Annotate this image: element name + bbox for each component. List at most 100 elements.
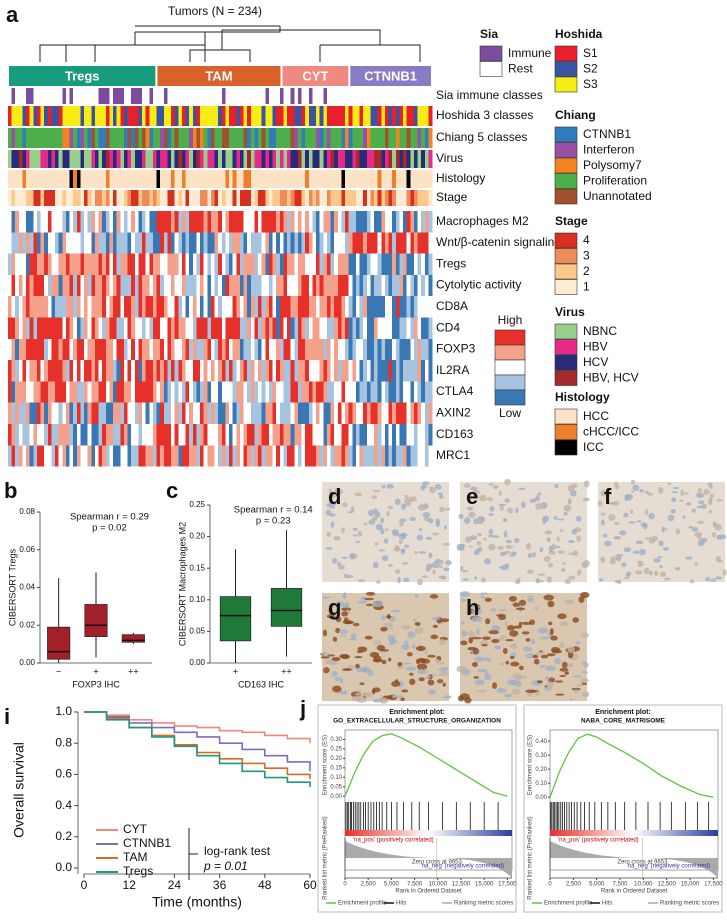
heatmap-cell xyxy=(301,106,306,126)
heatmap-cell xyxy=(417,190,422,206)
heatmap-cell xyxy=(403,274,407,297)
heatmap-cell xyxy=(352,445,357,467)
x-tick-label: 5,000 xyxy=(589,882,605,888)
heatmap-cell xyxy=(196,253,201,275)
cell-texture xyxy=(444,507,451,511)
heatmap-cell xyxy=(406,190,411,206)
cell-texture xyxy=(535,497,540,501)
heatmap-cell xyxy=(29,402,34,424)
heatmap-cell xyxy=(254,211,259,233)
rank-strip xyxy=(550,830,718,836)
heatmap-cell xyxy=(120,338,125,361)
heatmap-cell xyxy=(47,402,52,424)
legend-title: Histology xyxy=(555,390,610,404)
heatmap-cell xyxy=(69,106,74,126)
cell-texture xyxy=(423,503,429,510)
heatmap-cell xyxy=(8,106,12,126)
heatmap-cell xyxy=(421,402,426,424)
heatmap-cell xyxy=(417,338,422,361)
heatmap-cell xyxy=(377,424,382,446)
cell-texture xyxy=(350,506,355,513)
cell-texture xyxy=(472,647,479,655)
cell-texture xyxy=(583,480,590,488)
cell-texture xyxy=(572,617,579,623)
x-tick-label: 12,500 xyxy=(657,882,676,888)
heatmap-cell xyxy=(301,274,306,297)
heatmap-cell xyxy=(326,253,331,275)
cell-texture xyxy=(357,530,363,537)
heatmap-cell xyxy=(145,424,150,446)
heatmap-cell xyxy=(109,381,114,403)
heatmap-cell xyxy=(381,338,386,361)
heatmap-cell xyxy=(131,150,136,168)
heatmap-cell xyxy=(94,296,99,318)
heatmap-cell xyxy=(18,445,23,467)
heatmap-cell xyxy=(73,338,78,361)
heatmap-cell xyxy=(326,296,331,318)
heatmap-cell xyxy=(36,296,41,318)
heatmap-cell xyxy=(58,274,63,297)
cell-texture xyxy=(642,522,648,530)
cell-texture xyxy=(557,613,567,620)
heatmap-cell xyxy=(174,296,179,318)
heatmap-cell xyxy=(47,253,52,275)
heatmap-cell xyxy=(105,402,110,424)
heatmap-cell xyxy=(316,402,320,424)
heatmap-cell xyxy=(171,190,176,206)
heatmap-cell xyxy=(142,360,147,382)
heatmap-cell xyxy=(8,317,12,339)
cell-texture xyxy=(342,668,352,672)
heatmap-cell xyxy=(352,190,357,206)
heatmap-cell xyxy=(384,445,389,467)
heatmap-cell xyxy=(15,445,20,467)
heatmap-cell xyxy=(399,150,404,168)
heatmap-cell xyxy=(297,445,302,467)
axis xyxy=(77,712,310,875)
heatmap-cell xyxy=(279,128,284,148)
heatmap-cell xyxy=(98,128,103,148)
heatmap-cell xyxy=(221,232,226,254)
heatmap-cell xyxy=(138,232,143,254)
heatmap-cell xyxy=(51,402,56,424)
cell-texture xyxy=(394,544,400,551)
heatmap-cell xyxy=(109,424,114,446)
heatmap-cell xyxy=(265,445,270,467)
cell-texture xyxy=(716,499,723,502)
heatmap-cell xyxy=(355,253,360,275)
cell-texture xyxy=(329,513,336,517)
cell-texture xyxy=(482,592,489,595)
heatmap-cell xyxy=(392,274,397,297)
heatmap-cell xyxy=(366,296,371,318)
heatmap-cell xyxy=(58,128,63,148)
heatmap-cell xyxy=(203,317,208,339)
heatmap-cell xyxy=(250,253,255,275)
heatmap-cell xyxy=(15,88,20,104)
heatmap-cell xyxy=(279,360,284,382)
heatmap-cell xyxy=(62,190,67,206)
heatmap-cell xyxy=(413,381,418,403)
heatmap-cell xyxy=(297,190,302,206)
heatmap-cell xyxy=(312,274,317,297)
heatmap-cell xyxy=(156,88,161,104)
heatmap-cell xyxy=(366,274,371,297)
heatmap-cell xyxy=(258,128,262,148)
heatmap-cell xyxy=(395,296,400,318)
legend-label: Polysomy7 xyxy=(583,158,642,172)
heatmap-cell xyxy=(149,106,154,126)
legend-swatch xyxy=(554,323,578,340)
heatmap-cell xyxy=(152,190,157,206)
heatmap-cell xyxy=(392,402,397,424)
heatmap-cell xyxy=(399,88,404,104)
cell-texture xyxy=(719,534,727,540)
heatmap-cell xyxy=(348,317,353,339)
cell-texture xyxy=(462,578,469,581)
heatmap-cell xyxy=(15,317,20,339)
heatmap-cell xyxy=(69,128,74,148)
heatmap-cell xyxy=(345,190,349,206)
heatmap-cell xyxy=(181,317,186,339)
heatmap-cell xyxy=(178,190,183,206)
heatmap-cell xyxy=(123,128,128,148)
heatmap-cell xyxy=(44,128,49,148)
heatmap-cell xyxy=(268,296,273,318)
